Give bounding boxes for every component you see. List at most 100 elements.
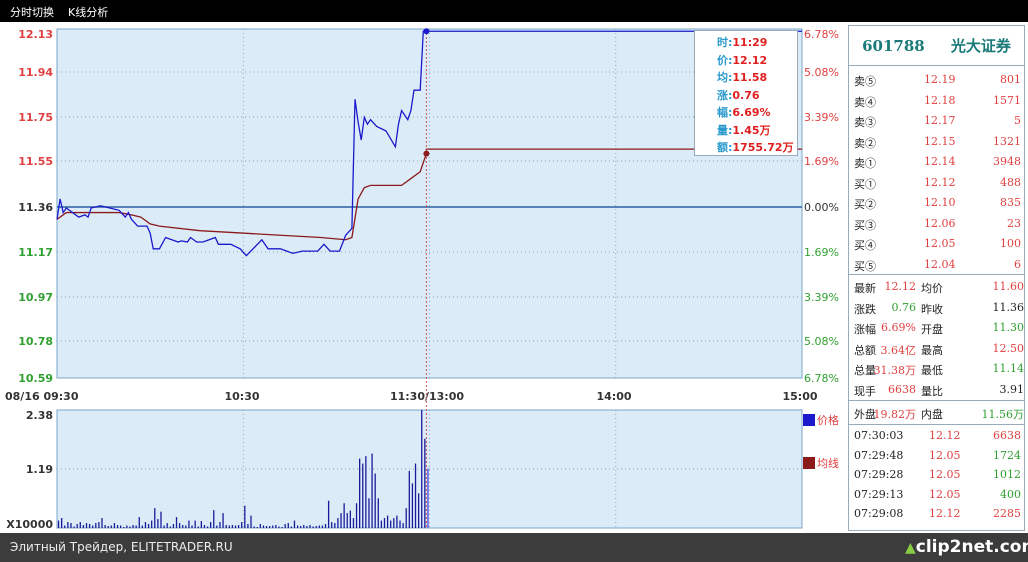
level-price: 12.12	[924, 175, 956, 189]
avg-cursor-dot	[423, 150, 430, 157]
level-price: 12.05	[924, 237, 956, 250]
ask-row[interactable]: 卖③ 12.17 5	[849, 111, 1024, 131]
level-label: 卖①	[854, 157, 876, 170]
stat-value: 3.91	[999, 383, 1025, 396]
divider	[849, 424, 1024, 425]
bid-row[interactable]: 买⑤ 12.04 6	[849, 255, 1024, 275]
tooltip-row: 均:11.58	[717, 69, 797, 87]
stat-label: 开盘	[921, 323, 943, 337]
ask-row[interactable]: 卖① 12.14 3948	[849, 152, 1024, 172]
stat-label: 总额	[854, 343, 876, 357]
menu-kline-analysis[interactable]: K线分析	[68, 6, 109, 19]
stat-row: 现手 6638 量比 3.91	[849, 380, 1024, 400]
level-price: 12.14	[924, 155, 956, 168]
stat-value: 11.60	[992, 280, 1025, 293]
outer-value: 19.82万	[873, 408, 917, 421]
tooltip-label: 量:	[717, 123, 733, 137]
stat-value: 12.50	[992, 341, 1025, 355]
stat-row: 涨跌 0.76 昨收 11.36	[849, 298, 1024, 318]
stat-row: 总额 3.64亿 最高 12.50	[849, 339, 1024, 359]
volume-tick-label: 2.38	[26, 409, 53, 422]
trade-volume: 6638	[993, 429, 1021, 442]
price-tick-label: 11.36	[18, 201, 53, 214]
tooltip-row: 涨:0.76	[717, 87, 797, 105]
level-volume: 801	[1000, 73, 1021, 86]
pct-tick-label: 1.69%	[804, 155, 839, 168]
divider	[849, 400, 1024, 401]
pct-tick-label: 0.00%	[804, 201, 839, 214]
level-volume: 1321	[993, 134, 1021, 148]
menu-bar: 分时切换 K线分析	[0, 0, 1028, 22]
level-price: 12.04	[924, 257, 956, 271]
level-label: 买①	[854, 177, 876, 191]
tooltip-value: 1755.72万	[732, 141, 794, 154]
trade-time: 07:30:03	[854, 429, 904, 442]
avg-price-line	[56, 148, 802, 241]
level-volume: 488	[1000, 175, 1021, 189]
level-label: 买④	[854, 239, 876, 252]
stock-header: 601788 光大证券	[849, 26, 1024, 66]
trade-time: 07:29:08	[854, 507, 904, 520]
ask-row[interactable]: 卖④ 12.18 1571	[849, 91, 1024, 111]
stat-label: 现手	[854, 385, 876, 398]
trade-time: 07:29:48	[854, 448, 904, 462]
trade-volume: 1012	[993, 468, 1021, 481]
level-volume: 1571	[993, 93, 1021, 107]
ask-row[interactable]: 卖⑤ 12.19 801	[849, 70, 1024, 90]
tooltip-row: 价:12.12	[717, 52, 797, 70]
tooltip-row: 幅:6.69%	[717, 104, 797, 122]
stat-value: 6.69%	[881, 321, 916, 335]
pct-tick-label: 6.78%	[804, 372, 839, 385]
stat-value: 11.30	[992, 321, 1025, 335]
pct-tick-label: 3.39%	[804, 111, 839, 124]
trade-price: 12.05	[929, 448, 961, 462]
inner-value: 11.56万	[981, 408, 1025, 421]
clip2net-logo: ▲clip2net.com	[905, 537, 1028, 557]
bid-row[interactable]: 买② 12.10 835	[849, 193, 1024, 213]
volume-tick-label: X10000	[6, 518, 53, 531]
stat-value: 31.38万	[873, 364, 917, 378]
menu-intraday-switch[interactable]: 分时切换	[10, 6, 54, 19]
stat-row: 最新 12.12 均价 11.60	[849, 277, 1024, 297]
trade-row: 07:30:03 12.12 6638	[849, 426, 1024, 446]
trade-price: 12.05	[929, 487, 961, 501]
intraday-chart[interactable]: 12.13 6.78% 11.94 5.08% 11.75 3.39% 11.55 1.69%…	[0, 22, 848, 532]
tooltip-value: 1.45万	[732, 123, 771, 137]
price-tick-label: 12.13	[18, 28, 53, 41]
stat-value: 11.14	[992, 362, 1025, 376]
legend-avg-label: 均线	[817, 457, 839, 470]
bid-row[interactable]: 买④ 12.05 100	[849, 234, 1024, 254]
price-tick-label: 10.97	[18, 291, 53, 304]
stat-value: 11.36	[992, 300, 1025, 314]
level-price: 12.17	[924, 114, 956, 127]
level-volume: 23	[1007, 216, 1021, 230]
tooltip-label: 涨:	[717, 88, 733, 102]
tooltip-label: 额:	[717, 141, 733, 154]
trade-volume: 1724	[993, 448, 1021, 462]
price-swatch	[803, 414, 815, 426]
level-price: 12.15	[924, 134, 956, 148]
pct-tick-label: 5.08%	[804, 66, 839, 79]
volume-tick-label: 1.19	[26, 463, 53, 476]
divider	[849, 274, 1024, 275]
avg-swatch	[803, 457, 815, 469]
bid-row[interactable]: 买③ 12.06 23	[849, 214, 1024, 234]
level-price: 12.18	[924, 93, 956, 107]
tooltip-row: 额:1755.72万	[717, 139, 797, 157]
price-plot-area[interactable]	[56, 28, 803, 379]
level-price: 12.06	[924, 216, 956, 230]
price-tick-label: 10.78	[18, 335, 53, 348]
tooltip-value: 6.69%	[732, 106, 771, 119]
ask-row[interactable]: 卖② 12.15 1321	[849, 132, 1024, 152]
trade-volume: 400	[1000, 487, 1021, 501]
tooltip-label: 价:	[717, 53, 733, 67]
price-tick-label: 10.59	[18, 372, 53, 385]
price-tick-label: 11.94	[18, 66, 53, 79]
arrow-up-icon: ▲	[905, 540, 916, 556]
bid-row[interactable]: 买① 12.12 488	[849, 173, 1024, 193]
level-label: 卖②	[854, 136, 876, 150]
stat-label: 涨跌	[854, 302, 876, 316]
footer-text: Элитный Трейдер, ELITETRADER.RU	[10, 540, 233, 554]
price-tick-label: 11.55	[18, 155, 53, 168]
level-volume: 6	[1014, 257, 1021, 271]
